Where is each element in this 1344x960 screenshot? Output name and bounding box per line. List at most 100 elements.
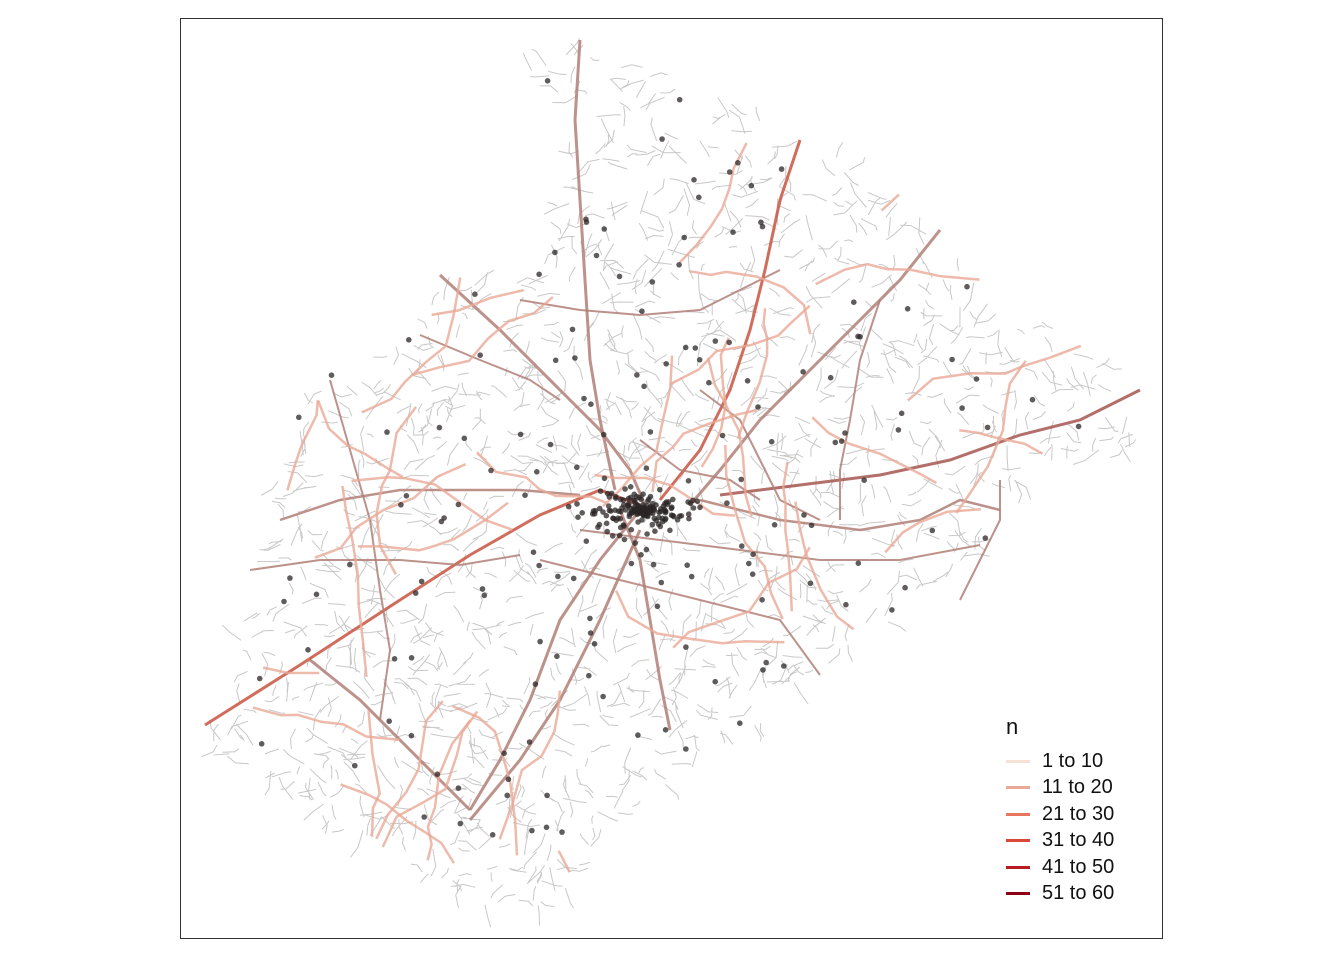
minor-road	[381, 710, 479, 848]
minor-road	[341, 485, 368, 678]
incident-point	[685, 499, 691, 505]
legend-swatch	[1006, 865, 1030, 869]
incident-point	[537, 638, 543, 645]
incident-point	[638, 552, 644, 558]
incident-point	[530, 549, 537, 555]
major-road	[468, 509, 642, 811]
incident-point	[559, 829, 565, 835]
incident-point	[676, 262, 682, 268]
incident-point	[652, 528, 658, 534]
incident-point	[649, 521, 656, 528]
incident-point	[632, 540, 638, 546]
incident-point	[855, 560, 862, 566]
minor-road	[880, 193, 900, 212]
incident-point	[662, 727, 669, 733]
incident-point	[581, 395, 587, 402]
incident-point	[622, 507, 629, 513]
incident-point	[601, 226, 607, 232]
incident-point	[436, 424, 443, 431]
incident-point	[613, 495, 619, 502]
major-road	[618, 509, 672, 731]
incident-point	[632, 497, 638, 504]
legend-label: 21 to 30	[1042, 802, 1115, 825]
major-road	[419, 334, 561, 401]
incident-point	[628, 526, 635, 533]
incident-point	[749, 571, 756, 577]
incident-point	[638, 496, 644, 503]
incident-point	[644, 531, 650, 537]
incident-point	[616, 532, 623, 539]
incident-point	[403, 493, 410, 499]
incident-point	[929, 527, 936, 534]
incident-point	[654, 603, 661, 610]
incident-point	[855, 333, 861, 340]
incident-point	[737, 720, 743, 726]
minor-road	[614, 590, 785, 645]
incident-point	[635, 732, 641, 738]
incident-point	[526, 739, 533, 745]
incident-point	[555, 573, 561, 580]
incident-point	[575, 514, 581, 520]
minor-road	[361, 277, 462, 414]
incident-point	[596, 521, 603, 528]
incident-point	[807, 580, 814, 587]
incident-point	[517, 431, 524, 438]
incident-point	[639, 308, 645, 315]
incident-point	[696, 194, 702, 201]
incident-point	[646, 496, 652, 502]
incident-point	[696, 357, 703, 363]
incident-point	[505, 776, 512, 783]
incident-point	[489, 832, 496, 838]
minor-streets	[200, 38, 1137, 928]
legend: n 1 to 10 11 to 20 21 to 30 31 to 40 41 to 5…	[1006, 712, 1156, 907]
legend-swatch	[1006, 839, 1030, 843]
legend-title: n	[1006, 714, 1019, 739]
incident-points-layer	[256, 78, 1082, 838]
incident-point	[964, 283, 970, 290]
incident-point	[622, 486, 628, 492]
incident-point	[982, 535, 989, 541]
major-road	[519, 269, 781, 317]
incident-point	[398, 502, 404, 508]
legend-item: 11 to 20	[1006, 775, 1156, 802]
minor-road	[884, 508, 982, 554]
incident-point	[904, 306, 911, 312]
incident-point	[586, 672, 592, 679]
incident-point	[608, 508, 614, 514]
incident-point	[694, 498, 701, 505]
incident-point	[684, 562, 690, 568]
minor-road	[367, 710, 382, 837]
minor-road	[959, 428, 1044, 455]
minor-streets-layer	[200, 38, 1137, 928]
incident-point	[472, 291, 478, 298]
incident-point	[712, 678, 718, 685]
incident-point	[579, 510, 585, 516]
incident-point	[621, 536, 628, 543]
major-road	[658, 139, 802, 501]
incident-point	[600, 431, 607, 438]
incident-point	[670, 512, 676, 519]
incident-point	[676, 96, 683, 103]
major-road	[573, 39, 617, 491]
minor-road	[688, 269, 812, 335]
incident-point	[569, 326, 576, 333]
minor-road	[498, 690, 562, 840]
minor-road	[314, 463, 467, 559]
legend-swatch	[1006, 759, 1030, 763]
major-road	[688, 229, 942, 506]
incident-point	[726, 339, 732, 346]
incident-point	[665, 499, 672, 505]
major-road	[539, 559, 821, 676]
incident-point	[634, 372, 640, 378]
legend-label: 11 to 20	[1042, 776, 1113, 799]
incident-point	[587, 615, 593, 622]
incident-point	[685, 478, 692, 484]
incident-point	[688, 573, 695, 580]
incident-point	[572, 355, 578, 361]
incident-point	[618, 496, 624, 503]
minor-road	[782, 461, 794, 612]
incident-point	[600, 693, 606, 700]
incident-point	[690, 497, 696, 504]
incident-point	[643, 511, 650, 517]
minor-road	[815, 262, 980, 286]
